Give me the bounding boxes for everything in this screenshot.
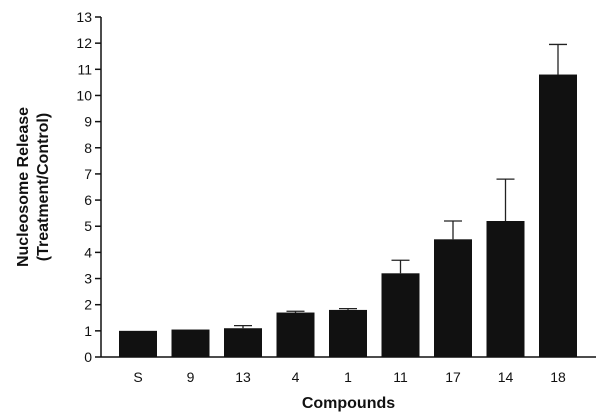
y-tick-label: 6 (84, 192, 92, 208)
y-tick-label: 8 (84, 140, 92, 156)
y-tick-label: 4 (84, 244, 92, 260)
x-tick-label-14: 14 (498, 369, 514, 385)
bar-9 (171, 329, 210, 357)
y-tick-label: 7 (84, 166, 92, 182)
x-tick-label-13: 13 (235, 369, 251, 385)
y-axis-title-line1: Nucleosome Release (15, 107, 32, 267)
bar-14 (486, 221, 525, 357)
bar-4 (276, 312, 315, 357)
y-tick-label: 0 (84, 349, 92, 365)
bar-S (119, 330, 157, 357)
y-tick-label: 13 (76, 9, 92, 25)
x-tick-label-S: S (133, 369, 142, 385)
y-tick-label: 10 (76, 87, 92, 103)
bar-13 (224, 328, 262, 357)
x-tick-label-1: 1 (344, 369, 352, 385)
y-tick-label: 1 (84, 323, 92, 339)
y-tick-label: 3 (84, 271, 92, 287)
x-tick-label-18: 18 (550, 369, 566, 385)
bar-17 (434, 239, 472, 357)
y-axis-title-line2: (Treatment/Control) (35, 113, 52, 261)
y-tick-label: 12 (76, 35, 92, 51)
y-tick-label: 5 (84, 218, 92, 234)
y-tick-label: 9 (84, 114, 92, 130)
x-tick-label-4: 4 (292, 369, 300, 385)
x-tick-label-11: 11 (393, 369, 408, 385)
bar-1 (329, 309, 367, 357)
y-axis-title: Nucleosome Release (Treatment/Control) (15, 107, 52, 267)
y-tick-label: 11 (77, 61, 92, 77)
x-axis-title: Compounds (302, 395, 395, 412)
x-tick-label-9: 9 (187, 369, 195, 385)
bar-11 (381, 273, 420, 357)
x-axis-tick-labels: S 9 13 4 1 11 17 14 18 (133, 369, 566, 385)
x-tick-label-17: 17 (445, 369, 461, 385)
y-tick-label: 2 (84, 297, 92, 313)
bar-18 (539, 74, 577, 358)
error-bars (234, 43, 567, 329)
bars (119, 74, 577, 358)
